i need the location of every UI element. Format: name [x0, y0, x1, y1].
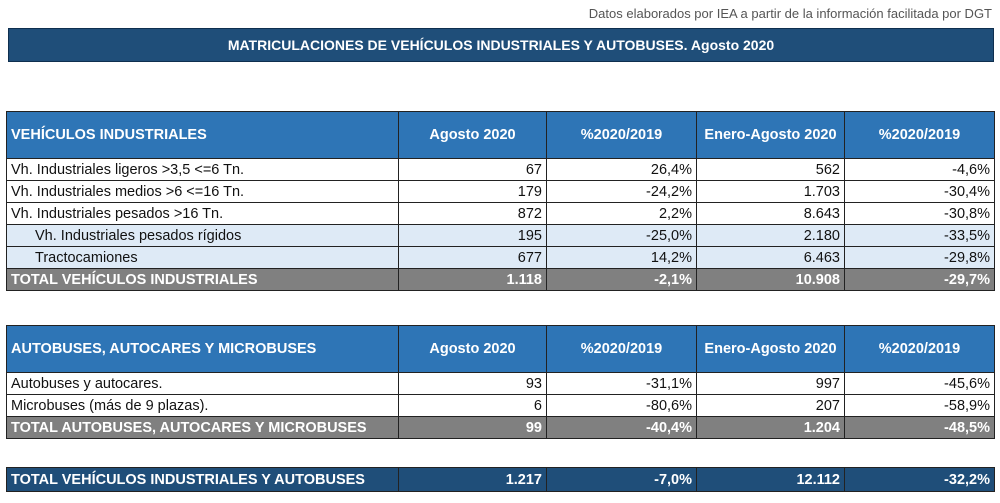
- cell-pct-ytd: -32,2%: [844, 467, 995, 492]
- cell-aug: 872: [398, 202, 547, 225]
- cell-aug: 1.217: [398, 467, 547, 492]
- grand-total-row: TOTAL VEHÍCULOS INDUSTRIALES Y AUTOBUSES…: [6, 467, 995, 492]
- total-row: TOTAL VEHÍCULOS INDUSTRIALES 1.118 -2,1%…: [6, 268, 995, 291]
- cell-pct: -25,0%: [546, 224, 697, 247]
- cell-pct-ytd: -33,5%: [844, 224, 995, 247]
- row-label: Autobuses y autocares.: [6, 372, 399, 395]
- cell-ytd: 2.180: [696, 224, 845, 247]
- cell-ytd: 8.643: [696, 202, 845, 225]
- table-row-sub: Tractocamiones 677 14,2% 6.463 -29,8%: [6, 246, 995, 269]
- cell-ytd: 6.463: [696, 246, 845, 269]
- column-header: %2020/2019: [546, 325, 697, 373]
- cell-pct: -24,2%: [546, 180, 697, 203]
- cell-pct: 26,4%: [546, 158, 697, 181]
- row-label: TOTAL AUTOBUSES, AUTOCARES Y MICROBUSES: [6, 416, 399, 439]
- cell-pct: -7,0%: [546, 467, 697, 492]
- cell-aug: 67: [398, 158, 547, 181]
- cell-aug: 1.118: [398, 268, 547, 291]
- table-header-row: AUTOBUSES, AUTOCARES Y MICROBUSES Agosto…: [6, 325, 995, 373]
- cell-aug: 6: [398, 394, 547, 417]
- cell-pct-ytd: -4,6%: [844, 158, 995, 181]
- cell-aug: 195: [398, 224, 547, 247]
- row-label: Vh. Industriales ligeros >3,5 <=6 Tn.: [6, 158, 399, 181]
- column-header: Enero-Agosto 2020: [696, 111, 845, 159]
- row-label: Vh. Industriales medios >6 <=16 Tn.: [6, 180, 399, 203]
- cell-pct-ytd: -45,6%: [844, 372, 995, 395]
- column-header: Agosto 2020: [398, 111, 547, 159]
- cell-pct-ytd: -29,8%: [844, 246, 995, 269]
- source-note: Datos elaborados por IEA a partir de la …: [588, 6, 992, 21]
- table-row: Vh. Industriales medios >6 <=16 Tn. 179 …: [6, 180, 995, 203]
- buses-table: AUTOBUSES, AUTOCARES Y MICROBUSES Agosto…: [6, 325, 995, 439]
- column-header: Enero-Agosto 2020: [696, 325, 845, 373]
- table-row: Vh. Industriales ligeros >3,5 <=6 Tn. 67…: [6, 158, 995, 181]
- cell-pct: 14,2%: [546, 246, 697, 269]
- column-header: %2020/2019: [844, 111, 995, 159]
- column-header: %2020/2019: [546, 111, 697, 159]
- row-label: Vh. Industriales pesados rígidos: [6, 224, 399, 247]
- row-label: Microbuses (más de 9 plazas).: [6, 394, 399, 417]
- row-label: TOTAL VEHÍCULOS INDUSTRIALES: [6, 268, 399, 291]
- cell-pct: 2,2%: [546, 202, 697, 225]
- table-row: Microbuses (más de 9 plazas). 6 -80,6% 2…: [6, 394, 995, 417]
- cell-ytd: 207: [696, 394, 845, 417]
- cell-aug: 93: [398, 372, 547, 395]
- cell-aug: 677: [398, 246, 547, 269]
- column-header: %2020/2019: [844, 325, 995, 373]
- table-header-row: VEHÍCULOS INDUSTRIALES Agosto 2020 %2020…: [6, 111, 995, 159]
- cell-pct: -31,1%: [546, 372, 697, 395]
- cell-aug: 99: [398, 416, 547, 439]
- row-label: Tractocamiones: [6, 246, 399, 269]
- total-row: TOTAL AUTOBUSES, AUTOCARES Y MICROBUSES …: [6, 416, 995, 439]
- cell-ytd: 997: [696, 372, 845, 395]
- column-header: AUTOBUSES, AUTOCARES Y MICROBUSES: [6, 325, 399, 373]
- cell-pct-ytd: -30,4%: [844, 180, 995, 203]
- industrial-vehicles-table: VEHÍCULOS INDUSTRIALES Agosto 2020 %2020…: [6, 111, 995, 291]
- grand-total-table: TOTAL VEHÍCULOS INDUSTRIALES Y AUTOBUSES…: [6, 467, 995, 492]
- table-row: Autobuses y autocares. 93 -31,1% 997 -45…: [6, 372, 995, 395]
- cell-pct: -40,4%: [546, 416, 697, 439]
- cell-ytd: 1.204: [696, 416, 845, 439]
- cell-pct-ytd: -29,7%: [844, 268, 995, 291]
- cell-pct: -80,6%: [546, 394, 697, 417]
- table-row: Vh. Industriales pesados >16 Tn. 872 2,2…: [6, 202, 995, 225]
- column-header: Agosto 2020: [398, 325, 547, 373]
- column-header: VEHÍCULOS INDUSTRIALES: [6, 111, 399, 159]
- cell-pct-ytd: -30,8%: [844, 202, 995, 225]
- table-row-sub: Vh. Industriales pesados rígidos 195 -25…: [6, 224, 995, 247]
- cell-aug: 179: [398, 180, 547, 203]
- cell-pct: -2,1%: [546, 268, 697, 291]
- row-label: TOTAL VEHÍCULOS INDUSTRIALES Y AUTOBUSES: [6, 467, 399, 492]
- cell-ytd: 1.703: [696, 180, 845, 203]
- cell-ytd: 562: [696, 158, 845, 181]
- cell-pct-ytd: -58,9%: [844, 394, 995, 417]
- cell-pct-ytd: -48,5%: [844, 416, 995, 439]
- cell-ytd: 12.112: [696, 467, 845, 492]
- cell-ytd: 10.908: [696, 268, 845, 291]
- page-title: MATRICULACIONES DE VEHÍCULOS INDUSTRIALE…: [8, 28, 994, 62]
- row-label: Vh. Industriales pesados >16 Tn.: [6, 202, 399, 225]
